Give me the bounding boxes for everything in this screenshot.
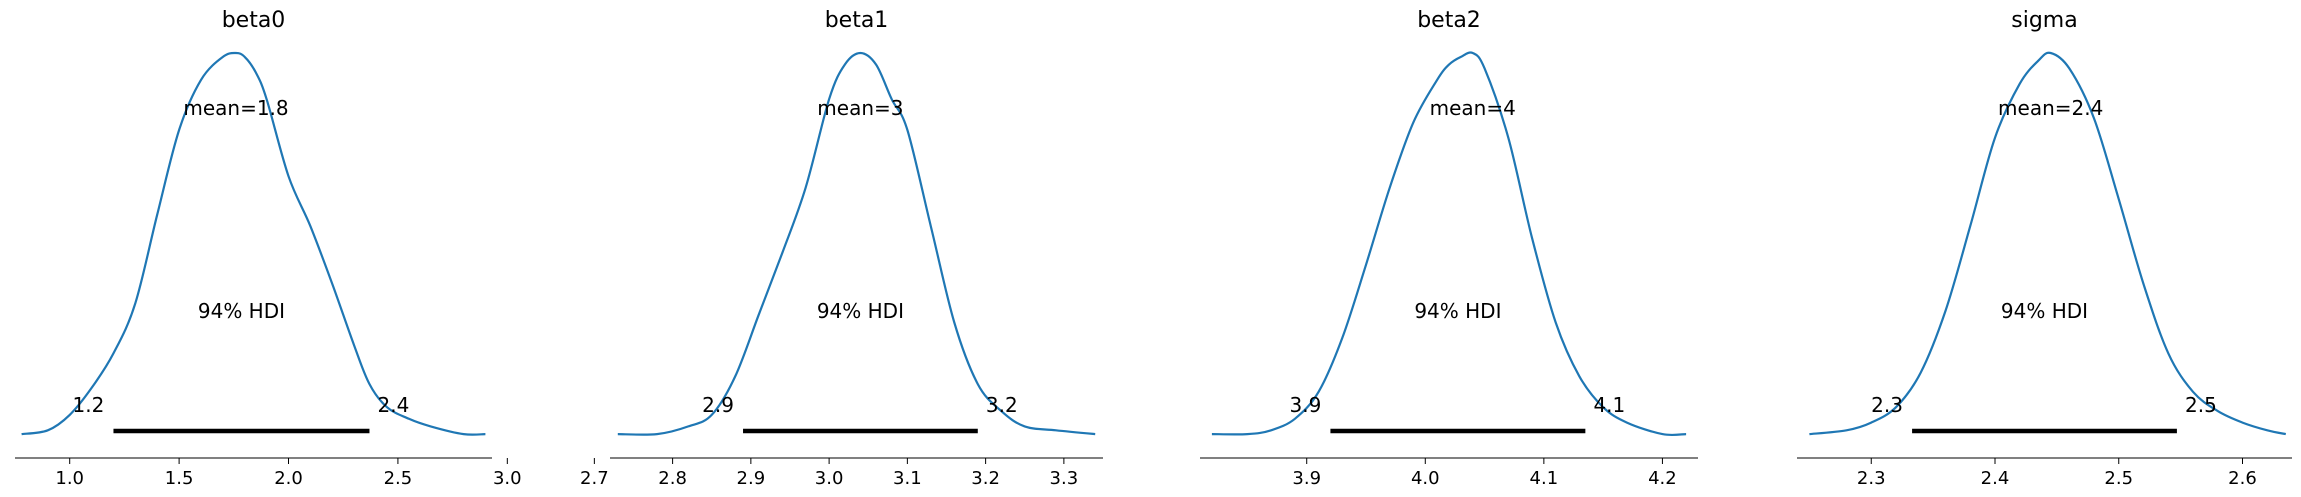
hdi-low-label: 3.9	[1290, 393, 1322, 417]
mean-label: mean=4	[1430, 96, 1516, 120]
hdi-high-label: 2.4	[378, 393, 410, 417]
mean-label: mean=3	[817, 96, 903, 120]
x-tick-label: 3.3	[1050, 468, 1079, 489]
mean-label: mean=2.4	[1998, 96, 2103, 120]
panel-title: beta2	[1417, 8, 1481, 33]
x-tick-label: 3.0	[493, 468, 522, 489]
hdi-label: 94% HDI	[198, 299, 285, 323]
x-tick-label: 2.3	[1857, 468, 1886, 489]
x-tick-label: 4.2	[1648, 468, 1677, 489]
x-tick-label: 2.5	[2104, 468, 2133, 489]
mean-label: mean=1.8	[183, 96, 288, 120]
x-tick-label: 2.4	[1981, 468, 2010, 489]
x-tick-label: 3.9	[1292, 468, 1321, 489]
x-tick-label: 2.8	[658, 468, 687, 489]
x-tick-label: 4.0	[1411, 468, 1440, 489]
density-curve	[21, 51, 486, 436]
hdi-low-label: 2.3	[1871, 393, 1903, 417]
density-curve	[617, 51, 1096, 436]
hdi-label: 94% HDI	[817, 299, 904, 323]
panel-title: beta1	[825, 8, 889, 33]
density-curve	[1211, 51, 1687, 437]
x-tick-label: 3.0	[815, 468, 844, 489]
hdi-low-label: 2.9	[702, 393, 734, 417]
x-tick-label: 2.9	[737, 468, 766, 489]
x-tick-label: 1.0	[55, 468, 84, 489]
hdi-label: 94% HDI	[2001, 299, 2088, 323]
hdi-high-label: 3.2	[986, 393, 1018, 417]
hdi-low-label: 1.2	[73, 393, 105, 417]
panel-title: beta0	[222, 8, 286, 33]
x-tick-label: 3.2	[971, 468, 1000, 489]
hdi-high-label: 2.5	[2185, 393, 2217, 417]
x-tick-label: 3.1	[893, 468, 922, 489]
hdi-high-label: 4.1	[1593, 393, 1625, 417]
x-tick-label: 2.6	[2228, 468, 2257, 489]
panel-title: sigma	[2011, 8, 2077, 33]
x-tick-label: 2.7	[580, 468, 609, 489]
density-curve	[1809, 51, 2287, 436]
x-tick-label: 2.0	[274, 468, 303, 489]
x-tick-label: 2.5	[384, 468, 413, 489]
hdi-label: 94% HDI	[1414, 299, 1501, 323]
x-tick-label: 4.1	[1530, 468, 1559, 489]
x-tick-label: 1.5	[165, 468, 194, 489]
